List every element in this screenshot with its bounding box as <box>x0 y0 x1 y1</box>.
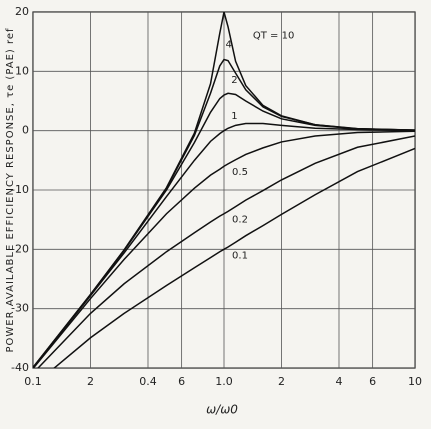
curve <box>37 135 415 368</box>
x-tick-label: 0.4 <box>139 375 157 388</box>
x-tick-label: 6 <box>369 375 376 388</box>
x-tick-label: 2 <box>87 375 94 388</box>
curve-label: QT = 10 <box>253 31 294 42</box>
x-tick-label: 1.0 <box>215 375 233 388</box>
curve <box>33 130 415 368</box>
y-tick-label: 10 <box>15 64 29 77</box>
y-tick-label: -40 <box>11 361 29 374</box>
y-tick-label: -20 <box>11 242 29 255</box>
curve-label: 0.5 <box>232 167 248 178</box>
x-tick-label: 2 <box>278 375 285 388</box>
curve-label: 0.1 <box>232 250 248 261</box>
curve-label: 0.2 <box>232 215 248 226</box>
y-axis-label: POWER AVAILABLE EFFICIENCY RESPONSE, τe … <box>5 27 16 352</box>
x-tick-label: 0.1 <box>24 375 42 388</box>
curve-label: 1 <box>231 111 237 122</box>
x-tick-label: 6 <box>178 375 185 388</box>
y-tick-label: -10 <box>11 183 29 196</box>
y-tick-label: 0 <box>22 124 29 137</box>
curve-label: 2 <box>231 75 237 86</box>
x-tick-label: 10 <box>408 375 422 388</box>
y-tick-label: -30 <box>11 302 29 315</box>
curve <box>33 122 415 368</box>
x-axis-label: ω/ω0 <box>206 403 238 417</box>
plot-area <box>33 12 415 368</box>
x-tick-label: 4 <box>335 375 342 388</box>
curve-label: 4 <box>225 40 231 51</box>
y-tick-label: 20 <box>15 5 29 18</box>
curve <box>33 92 415 368</box>
curve <box>53 147 415 368</box>
